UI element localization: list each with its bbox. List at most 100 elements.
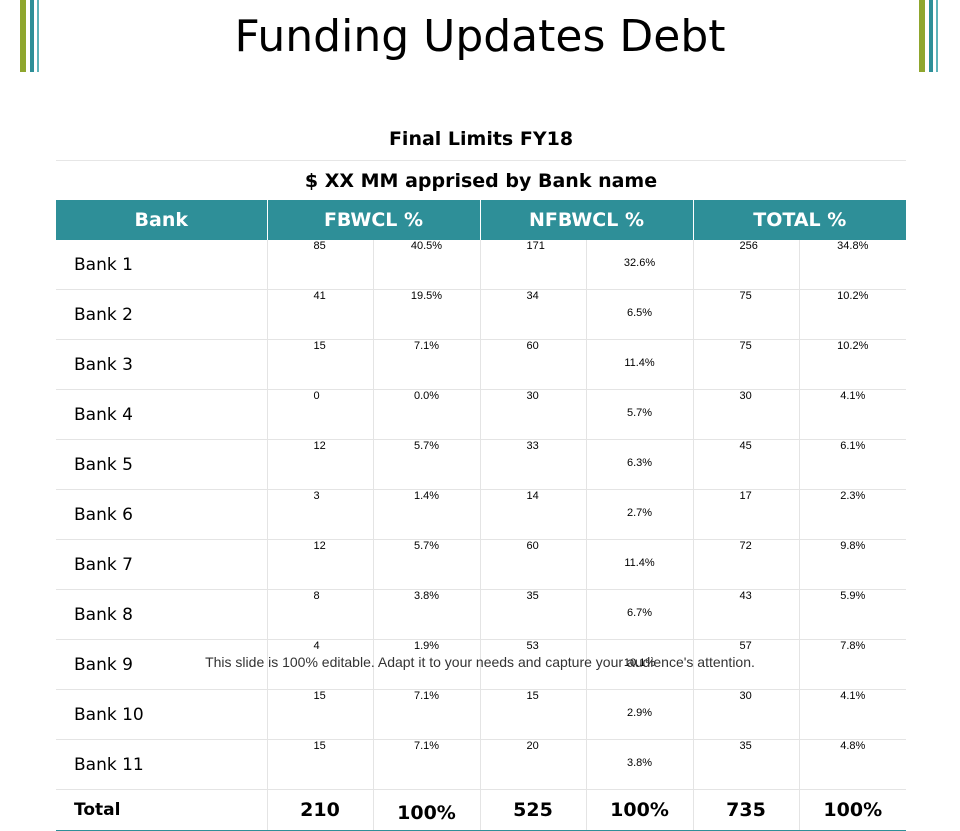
fbwcl-value: 0: [266, 389, 373, 440]
bank-name: Bank 9: [56, 639, 267, 690]
nfbwcl-pct: 32.6%: [585, 240, 694, 290]
nfbwcl-pct: 2.9%: [585, 689, 694, 740]
fbwcl-pct: 7.1%: [372, 689, 480, 740]
header-nfbwcl: NFBWCL %: [479, 200, 694, 240]
table-header-row: Bank FBWCL % NFBWCL % TOTAL %: [56, 200, 907, 240]
nfbwcl-pct: 11.4%: [585, 339, 694, 390]
bank-name: Bank 5: [56, 439, 267, 490]
table-total-row: Total 210 100% 525 100% 735 100%: [56, 789, 907, 831]
total-value: 75: [692, 289, 800, 340]
nfbwcl-pct: 11.4%: [585, 539, 694, 590]
bank-name: Bank 8: [56, 589, 267, 640]
total-pct: 4.8%: [798, 739, 907, 790]
fbwcl-pct: 19.5%: [372, 289, 480, 340]
table-subtitle-apprised: $ XX MM apprised by Bank name: [304, 170, 658, 192]
total-value: 35: [692, 739, 800, 790]
funding-table: Bank FBWCL % NFBWCL % TOTAL % Bank 1 85 40…: [56, 200, 907, 831]
total-pct: 5.9%: [798, 589, 907, 640]
nfbwcl-pct: 6.7%: [585, 589, 694, 640]
nfbwcl-value: 33: [479, 439, 586, 490]
total-total: 735: [692, 789, 800, 831]
table-row: Bank 9 4 1.9% 53 10.1% 57 7.8%: [56, 639, 907, 690]
bank-name: Bank 3: [56, 339, 267, 390]
nfbwcl-pct: 3.8%: [585, 739, 694, 790]
header-bank: Bank: [56, 200, 267, 240]
nfbwcl-value: 20: [479, 739, 586, 790]
bank-name: Bank 10: [56, 689, 267, 740]
total-value: 30: [692, 689, 800, 740]
total-nfb: 525: [479, 789, 586, 831]
fbwcl-value: 4: [266, 639, 373, 690]
fbwcl-pct: 40.5%: [372, 240, 480, 290]
total-pct: 7.8%: [798, 639, 907, 690]
fbwcl-pct: 7.1%: [372, 739, 480, 790]
total-value: 17: [692, 489, 800, 540]
nfbwcl-value: 30: [479, 389, 586, 440]
table-row: Bank 7 12 5.7% 60 11.4% 72 9.8%: [56, 539, 907, 590]
fbwcl-pct: 3.8%: [372, 589, 480, 640]
fbwcl-value: 15: [266, 339, 373, 390]
footer-note: This slide is 100% editable. Adapt it to…: [205, 654, 755, 670]
total-pct: 34.8%: [798, 240, 907, 290]
total-label: Total: [56, 789, 267, 831]
fbwcl-value: 8: [266, 589, 373, 640]
nfbwcl-value: 53: [479, 639, 586, 690]
nfbwcl-value: 14: [479, 489, 586, 540]
fbwcl-value: 12: [266, 539, 373, 590]
fbwcl-pct: 0.0%: [372, 389, 480, 440]
bank-name: Bank 11: [56, 739, 267, 790]
fbwcl-pct: 5.7%: [372, 539, 480, 590]
table-row: Bank 10 15 7.1% 15 2.9% 30 4.1%: [56, 689, 907, 740]
fbwcl-value: 85: [266, 240, 373, 290]
fbwcl-value: 15: [266, 739, 373, 790]
total-total-pct: 100%: [798, 789, 907, 831]
fbwcl-value: 15: [266, 689, 373, 740]
total-value: 75: [692, 339, 800, 390]
table-row: Bank 11 15 7.1% 20 3.8% 35 4.8%: [56, 739, 907, 790]
total-pct: 4.1%: [798, 689, 907, 740]
total-fb-pct: 100%: [372, 789, 480, 831]
total-value: 57: [692, 639, 800, 690]
total-pct: 10.2%: [798, 339, 907, 390]
nfbwcl-value: 35: [479, 589, 586, 640]
bank-name: Bank 7: [56, 539, 267, 590]
fbwcl-pct: 5.7%: [372, 439, 480, 490]
table-row: Bank 1 85 40.5% 171 32.6% 256 34.8%: [56, 240, 907, 290]
fbwcl-pct: 1.9%: [372, 639, 480, 690]
table-row: Bank 8 8 3.8% 35 6.7% 43 5.9%: [56, 589, 907, 640]
nfbwcl-pct: 6.3%: [585, 439, 694, 490]
total-pct: 6.1%: [798, 439, 907, 490]
table-row: Bank 6 3 1.4% 14 2.7% 17 2.3%: [56, 489, 907, 540]
nfbwcl-value: 60: [479, 339, 586, 390]
total-value: 256: [692, 240, 800, 290]
nfbwcl-value: 15: [479, 689, 586, 740]
total-pct: 10.2%: [798, 289, 907, 340]
fbwcl-value: 3: [266, 489, 373, 540]
total-fb: 210: [266, 789, 373, 831]
nfbwcl-pct: 6.5%: [585, 289, 694, 340]
nfbwcl-value: 60: [479, 539, 586, 590]
total-nfb-pct: 100%: [585, 789, 694, 831]
total-value: 43: [692, 589, 800, 640]
bank-name: Bank 6: [56, 489, 267, 540]
total-value: 45: [692, 439, 800, 490]
table-row: Bank 3 15 7.1% 60 11.4% 75 10.2%: [56, 339, 907, 390]
nfbwcl-pct: 2.7%: [585, 489, 694, 540]
fbwcl-value: 41: [266, 289, 373, 340]
table-subtitle-final-limits: Final Limits FY18: [56, 124, 906, 161]
fbwcl-pct: 7.1%: [372, 339, 480, 390]
header-fbwcl: FBWCL %: [266, 200, 480, 240]
total-value: 30: [692, 389, 800, 440]
total-pct: 9.8%: [798, 539, 907, 590]
table-row: Bank 4 0 0.0% 30 5.7% 30 4.1%: [56, 389, 907, 440]
header-total: TOTAL %: [692, 200, 907, 240]
fbwcl-pct: 1.4%: [372, 489, 480, 540]
total-pct: 2.3%: [798, 489, 907, 540]
total-value: 72: [692, 539, 800, 590]
nfbwcl-pct: 5.7%: [585, 389, 694, 440]
fbwcl-value: 12: [266, 439, 373, 490]
bank-name: Bank 4: [56, 389, 267, 440]
total-pct: 4.1%: [798, 389, 907, 440]
nfbwcl-value: 34: [479, 289, 586, 340]
nfbwcl-pct: 10.1%: [585, 639, 694, 690]
